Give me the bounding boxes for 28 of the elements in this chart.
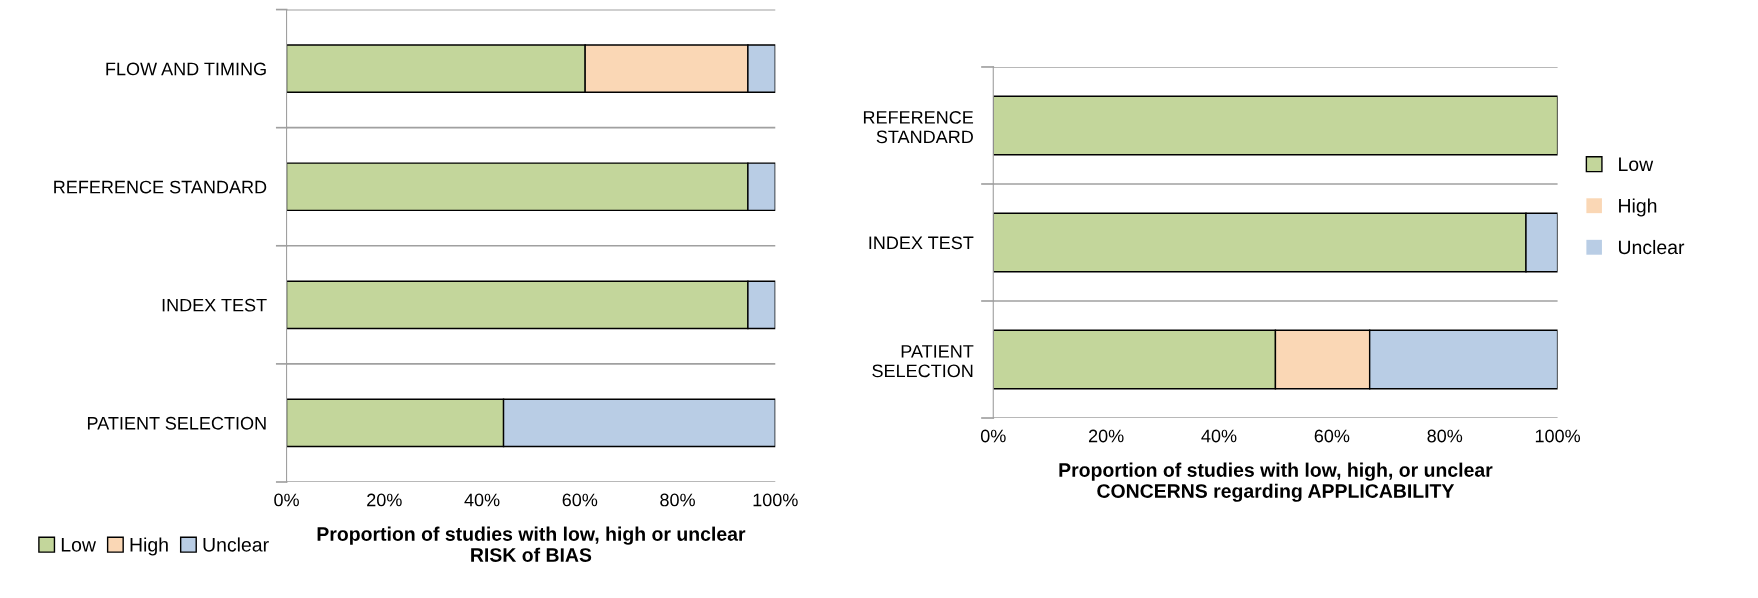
y-tick-label: INDEX TEST [869, 236, 974, 250]
bar [993, 95, 1558, 156]
x-tick-label: 40% [464, 493, 500, 507]
x-tick-label: 80% [1427, 429, 1463, 443]
legend-label: Low [61, 538, 97, 552]
legend-label: Low [1619, 157, 1654, 172]
legend-label: Unclear [1618, 239, 1685, 255]
legend-label: High [1619, 198, 1657, 217]
legend-label: High [130, 537, 168, 556]
x-tick-label: 100% [753, 493, 798, 507]
y-tick-label: FLOW AND TIMING [106, 62, 266, 76]
legend-label: Unclear [203, 537, 269, 552]
x-tick-label: 60% [1314, 429, 1350, 443]
x-tick-label: 80% [660, 493, 695, 507]
x-tick-label: 0% [274, 493, 299, 507]
y-tick-label: INDEX TEST [162, 298, 267, 312]
x-tick-label: 20% [367, 493, 402, 507]
y-tick-label: REFERENCE STANDARD [863, 111, 974, 144]
y-tick-label: PATIENT SELECTION [872, 345, 974, 378]
x-tick-label: 40% [1201, 429, 1237, 443]
y-tick-label: PATIENT SELECTION [87, 416, 266, 430]
x-tick-label: 0% [980, 429, 1006, 443]
x-axis-title: Proportion of studies with low, high or unclear RISK of BIAS [317, 526, 746, 562]
x-tick-label: 20% [1088, 429, 1124, 443]
y-tick-label: REFERENCE STANDARD [54, 180, 267, 194]
x-axis-title: Proportion of studies with low, high, or unclear CONCERNS regarding APPLICABILITY [1059, 462, 1493, 502]
x-tick-label: 60% [562, 493, 598, 507]
x-tick-label: 100% [1535, 429, 1581, 443]
